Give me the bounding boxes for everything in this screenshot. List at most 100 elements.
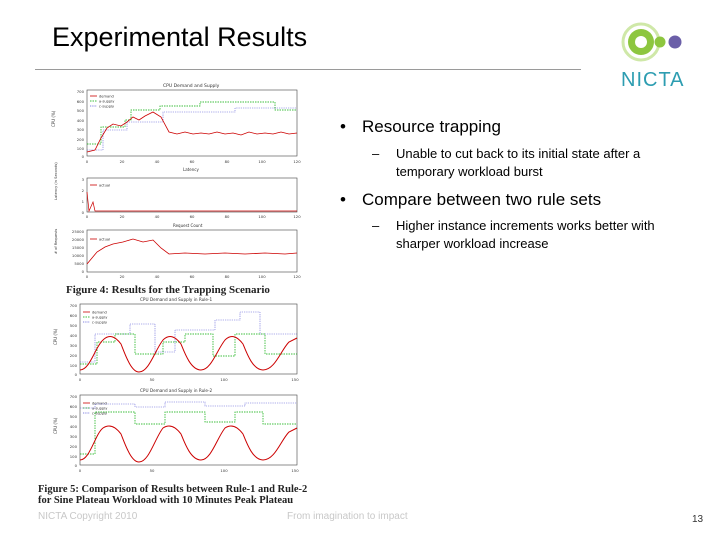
svg-text:40: 40 (155, 159, 160, 164)
fig5-rule2-panel: CPU Demand and Supply in Rule-2 CPU (%) … (53, 388, 299, 473)
svg-text:60: 60 (190, 159, 195, 164)
svg-text:300: 300 (70, 343, 78, 348)
page-number: 13 (692, 514, 704, 525)
sub-bullet-text: Higher instance increments works better … (396, 218, 655, 251)
svg-text:300: 300 (70, 434, 78, 439)
svg-text:100: 100 (70, 363, 78, 368)
sub-bullet-compare: – Higher instance increments works bette… (372, 217, 692, 257)
svg-text:demand: demand (92, 402, 107, 406)
svg-text:0: 0 (75, 372, 78, 377)
svg-text:15000: 15000 (72, 245, 85, 250)
fig4-p1-ylabel: CPU (%) (51, 110, 56, 127)
figure5-caption: Figure 5: Comparison of Results between … (38, 484, 308, 506)
svg-text:300: 300 (77, 127, 85, 132)
svg-text:20000: 20000 (72, 237, 85, 242)
results-figure: CPU Demand and Supply CPU (%) 700 600 50… (51, 83, 301, 473)
svg-text:600: 600 (77, 99, 85, 104)
svg-text:a-supply: a-supply (92, 316, 108, 320)
svg-text:Latency (in Seconds): Latency (in Seconds) (54, 162, 58, 200)
svg-text:20: 20 (120, 274, 125, 279)
svg-text:400: 400 (70, 333, 78, 338)
svg-text:c-supply: c-supply (99, 105, 115, 109)
figure4-caption: Figure 4: Results for the Trapping Scena… (66, 284, 270, 296)
svg-text:150: 150 (291, 377, 299, 382)
svg-text:actual: actual (99, 184, 110, 188)
svg-text:120: 120 (293, 214, 301, 219)
svg-text:CPU (%): CPU (%) (53, 417, 58, 434)
svg-text:20: 20 (120, 159, 125, 164)
svg-text:25000: 25000 (72, 229, 85, 234)
svg-text:CPU Demand and Supply in Rule-: CPU Demand and Supply in Rule-1 (140, 297, 213, 302)
dash-icon: – (372, 146, 380, 161)
svg-text:0: 0 (82, 154, 85, 159)
svg-text:demand: demand (99, 95, 114, 99)
sub-bullet-text: Unable to cut back to its initial state … (396, 146, 641, 179)
svg-text:120: 120 (293, 159, 301, 164)
svg-text:500: 500 (70, 414, 78, 419)
bullet-dot-icon: • (340, 190, 346, 209)
bullet-text: Compare between two rule sets (362, 190, 602, 209)
svg-text:Latency: Latency (183, 167, 199, 172)
nicta-logo-text: NICTA (621, 69, 685, 91)
svg-text:100: 100 (77, 146, 85, 151)
svg-text:100: 100 (258, 274, 266, 279)
svg-text:200: 200 (70, 353, 78, 358)
svg-text:100: 100 (220, 468, 228, 473)
svg-text:1: 1 (82, 199, 85, 204)
svg-text:120: 120 (293, 274, 301, 279)
svg-text:200: 200 (77, 137, 85, 142)
fig4-requests-panel: # of Requests 25000 20000 15000 10000 50… (54, 229, 301, 279)
svg-text:700: 700 (70, 394, 78, 399)
svg-text:400: 400 (77, 118, 85, 123)
bullet-compare-rule-sets: • Compare between two rule sets (340, 190, 601, 210)
svg-text:100: 100 (220, 377, 228, 382)
svg-text:0: 0 (86, 159, 89, 164)
title-divider (35, 69, 581, 70)
svg-text:0: 0 (82, 269, 85, 274)
fig5-rule1-panel: CPU Demand and Supply in Rule-1 CPU (%) … (53, 297, 299, 382)
svg-text:200: 200 (70, 444, 78, 449)
svg-text:0: 0 (79, 468, 82, 473)
slide-title: Experimental Results (52, 22, 308, 52)
svg-text:CPU Demand and Supply in Rule-: CPU Demand and Supply in Rule-2 (140, 388, 213, 393)
svg-text:5000: 5000 (74, 261, 84, 266)
svg-text:100: 100 (258, 159, 266, 164)
svg-text:CPU (%): CPU (%) (53, 328, 58, 345)
svg-text:Request Count: Request Count (173, 223, 203, 228)
svg-text:80: 80 (225, 214, 230, 219)
svg-text:400: 400 (70, 424, 78, 429)
svg-text:700: 700 (70, 303, 78, 308)
bullet-text: Resource trapping (362, 117, 501, 136)
svg-text:40: 40 (155, 274, 160, 279)
svg-text:c-supply: c-supply (92, 321, 108, 325)
svg-text:a-supply: a-supply (99, 100, 115, 104)
svg-text:3: 3 (82, 177, 85, 182)
svg-text:0: 0 (79, 377, 82, 382)
svg-text:150: 150 (291, 468, 299, 473)
svg-text:0: 0 (75, 463, 78, 468)
footer-tagline: From imagination to impact (287, 511, 408, 522)
svg-text:100: 100 (70, 454, 78, 459)
nicta-logo-icon (621, 22, 682, 62)
bullet-resource-trapping: • Resource trapping (340, 117, 501, 137)
svg-text:40: 40 (155, 214, 160, 219)
svg-text:80: 80 (225, 274, 230, 279)
footer-copyright: NICTA Copyright 2010 (38, 511, 138, 522)
svg-text:500: 500 (70, 323, 78, 328)
svg-text:700: 700 (77, 89, 85, 94)
svg-text:actual: actual (99, 238, 110, 242)
svg-text:600: 600 (70, 313, 78, 318)
svg-text:600: 600 (70, 404, 78, 409)
fig4-cpu-panel: CPU Demand and Supply CPU (%) 700 600 50… (51, 83, 301, 172)
svg-text:60: 60 (190, 214, 195, 219)
svg-text:20: 20 (120, 214, 125, 219)
svg-text:2: 2 (82, 188, 85, 193)
svg-text:0: 0 (82, 210, 85, 215)
svg-text:a-supply: a-supply (92, 407, 108, 411)
svg-text:# of Requests: # of Requests (54, 229, 58, 254)
svg-text:demand: demand (92, 311, 107, 315)
sub-bullet-trapping: – Unable to cut back to its initial stat… (372, 145, 692, 185)
fig4-p1-title: CPU Demand and Supply (163, 83, 220, 89)
svg-text:500: 500 (77, 108, 85, 113)
svg-text:0: 0 (86, 214, 89, 219)
